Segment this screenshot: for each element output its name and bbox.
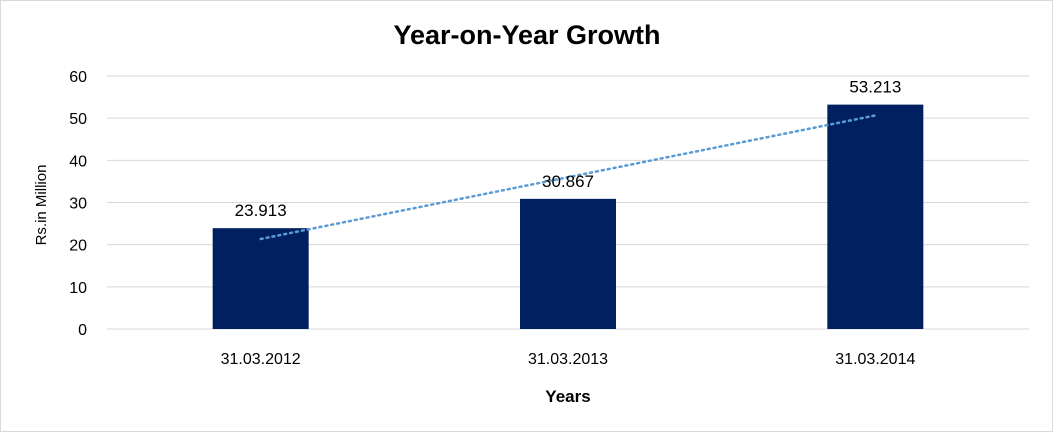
bars: [212, 104, 924, 329]
y-tick-label: 50: [69, 111, 87, 128]
x-tick-label: 31.03.2013: [528, 351, 608, 368]
data-label: 23.913: [235, 201, 287, 220]
bar-31.03.2012: [212, 228, 309, 329]
data-label: 30.867: [542, 172, 594, 191]
y-tick-label: 20: [69, 238, 87, 255]
chart-title: Year-on-Year Growth: [393, 20, 660, 50]
y-tick-label: 40: [69, 153, 87, 170]
trendline-group: [259, 114, 877, 241]
x-axis-title: Years: [545, 387, 590, 406]
x-axis-ticks: 31.03.2012 31.03.2013 31.03.2014: [221, 351, 916, 368]
data-label: 53.213: [849, 78, 901, 97]
x-tick-label: 31.03.2012: [221, 351, 301, 368]
y-tick-label: 60: [69, 69, 87, 86]
y-axis-ticks: 0 10 20 30 40 50 60: [69, 69, 87, 339]
y-tick-label: 0: [78, 322, 87, 339]
bar-31.03.2013: [520, 198, 616, 329]
x-tick-label: 31.03.2014: [835, 351, 915, 368]
bar-31.03.2014: [827, 104, 924, 329]
y-axis-title: Rs.in Million: [33, 165, 50, 246]
y-tick-label: 10: [69, 280, 87, 297]
y-tick-label: 30: [69, 196, 87, 213]
data-labels: 23.913 30.867 53.213: [235, 78, 902, 221]
linear-trendline: [259, 114, 877, 241]
